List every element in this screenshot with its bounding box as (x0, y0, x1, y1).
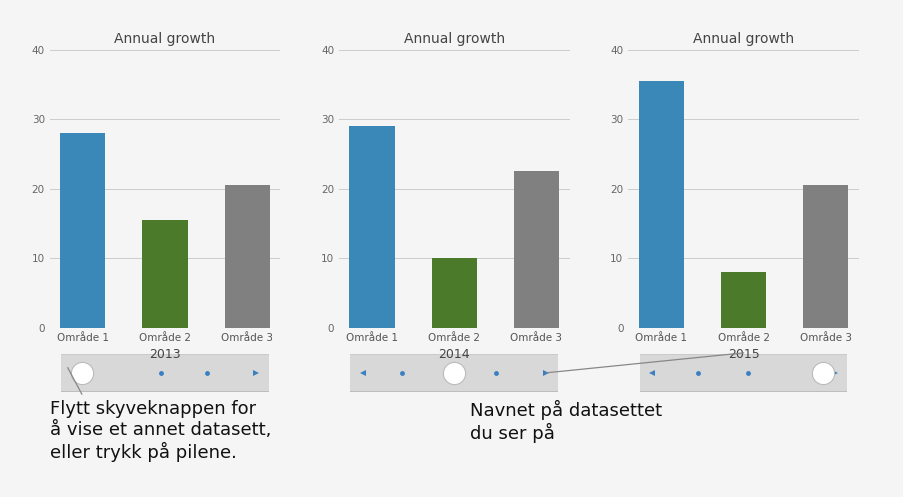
Bar (513, 171, 558, 328)
Text: 2013: 2013 (149, 348, 181, 361)
FancyBboxPatch shape (52, 354, 277, 392)
Text: 2015: 2015 (727, 348, 759, 361)
Bar (224, 185, 269, 328)
Bar (349, 126, 395, 328)
Bar (143, 220, 188, 328)
FancyBboxPatch shape (630, 354, 855, 392)
Bar (638, 81, 684, 328)
Text: Flytt skyveknappen for
å vise et annet datasett,
eller trykk på pilene.: Flytt skyveknappen for å vise et annet d… (50, 400, 271, 462)
Text: 2014: 2014 (438, 348, 470, 361)
Bar (432, 258, 477, 328)
FancyBboxPatch shape (341, 354, 566, 392)
Title: Annual growth: Annual growth (404, 32, 504, 46)
Text: Navnet på datasettet
du ser på: Navnet på datasettet du ser på (470, 400, 662, 443)
Title: Annual growth: Annual growth (693, 32, 793, 46)
Bar (802, 185, 847, 328)
Bar (721, 272, 765, 328)
Bar (61, 133, 106, 328)
Title: Annual growth: Annual growth (115, 32, 215, 46)
